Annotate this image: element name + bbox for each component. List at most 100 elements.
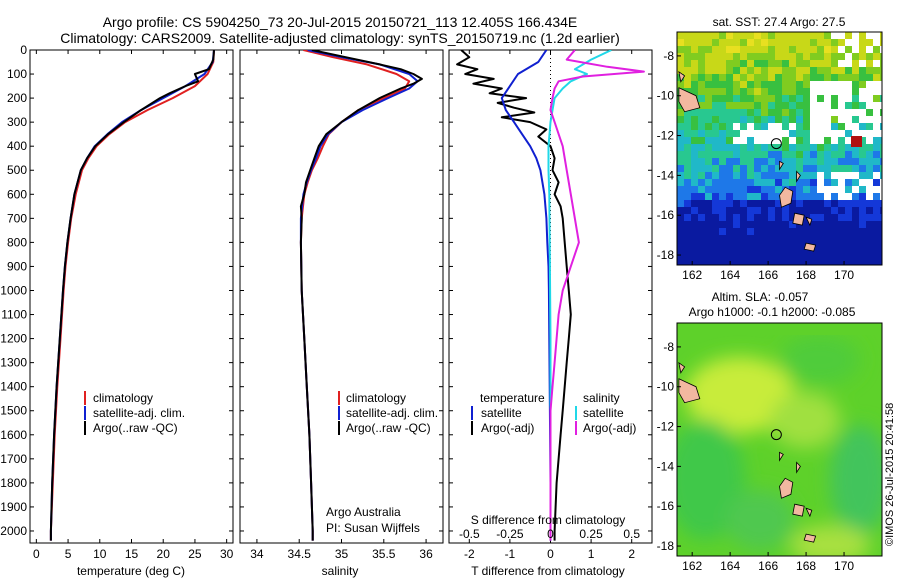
sla-blob	[770, 392, 840, 448]
sst-cell	[705, 102, 712, 109]
sst-cell	[810, 263, 817, 265]
sst-cell	[768, 46, 775, 53]
sst-cell	[719, 67, 726, 74]
sst-cell	[852, 200, 859, 207]
sst-cell	[740, 95, 747, 102]
sst-cell	[740, 53, 747, 60]
sst-cell	[796, 249, 803, 256]
sst-cell	[768, 60, 775, 67]
sst-cell	[698, 39, 705, 46]
sst-cell	[747, 158, 754, 165]
sst-cell	[691, 193, 698, 200]
sst-cell	[824, 263, 831, 265]
sst-cell	[726, 130, 733, 137]
sst-cell	[880, 123, 882, 130]
sst-cell	[873, 67, 880, 74]
sst-cell	[775, 256, 782, 263]
sst-cell	[810, 32, 817, 39]
sst-cell	[740, 165, 747, 172]
sst-cell	[726, 207, 733, 214]
sst-cell	[754, 200, 761, 207]
sst-cell	[740, 81, 747, 88]
map-x-tick-label: 168	[796, 559, 816, 573]
x-tick-label: 34.5	[288, 547, 312, 561]
sst-cell	[684, 207, 691, 214]
sst-cell	[880, 228, 882, 235]
sst-cell	[733, 256, 740, 263]
sst-cell	[831, 116, 838, 123]
sst-cell	[726, 263, 733, 265]
sst-map-title: sat. SST: 27.4 Argo: 27.5	[713, 15, 846, 29]
sst-cell	[684, 179, 691, 186]
sst-cell	[789, 116, 796, 123]
sst-cell	[705, 32, 712, 39]
sst-cell	[824, 137, 831, 144]
sst-cell	[817, 235, 824, 242]
sst-cell	[852, 74, 859, 81]
sst-cell	[726, 235, 733, 242]
sst-cell	[838, 263, 845, 265]
sst-cell	[789, 39, 796, 46]
sst-cell	[789, 214, 796, 221]
sst-cell	[796, 144, 803, 151]
sst-cell	[677, 228, 684, 235]
sst-cell	[796, 193, 803, 200]
sst-cell	[740, 88, 747, 95]
sst-cell	[677, 109, 684, 116]
sst-cell	[831, 200, 838, 207]
sst-cell	[817, 46, 824, 53]
depth-tick-label: 1500	[0, 404, 27, 418]
sst-cell	[677, 186, 684, 193]
x-tick-label: 2	[628, 547, 635, 561]
sst-cell	[726, 144, 733, 151]
sst-cell	[726, 172, 733, 179]
sst-cell	[747, 116, 754, 123]
sst-cell	[677, 214, 684, 221]
sst-cell	[845, 32, 852, 39]
sst-cell	[803, 207, 810, 214]
sst-cell	[768, 263, 775, 265]
sst-cell	[838, 144, 845, 151]
sst-cell	[761, 67, 768, 74]
sst-cell	[845, 263, 852, 265]
sst-cell	[803, 123, 810, 130]
sst-cell	[831, 207, 838, 214]
sst-cell	[824, 32, 831, 39]
sst-cell	[873, 263, 880, 265]
sst-cell	[698, 151, 705, 158]
sst-cell	[691, 39, 698, 46]
sst-cell	[712, 235, 719, 242]
sst-cell	[684, 263, 691, 265]
sst-cell	[740, 172, 747, 179]
sst-cell	[817, 242, 824, 249]
sst-cell	[831, 151, 838, 158]
sst-cell	[859, 193, 866, 200]
sst-cell	[733, 249, 740, 256]
sst-cell	[712, 179, 719, 186]
sst-cell	[824, 179, 831, 186]
sst-cell	[733, 130, 740, 137]
sst-cell	[831, 179, 838, 186]
sst-cell	[831, 242, 838, 249]
sst-cell	[810, 235, 817, 242]
sst-cell	[789, 165, 796, 172]
sst-cell	[740, 214, 747, 221]
sst-cell	[775, 60, 782, 67]
sst-cell	[866, 200, 873, 207]
sst-cell	[691, 116, 698, 123]
x-tick-label: 1	[588, 547, 595, 561]
sst-cell	[747, 88, 754, 95]
map-y-tick-label: -16	[657, 499, 675, 513]
depth-tick-label: 1300	[0, 356, 27, 370]
sst-cell	[754, 102, 761, 109]
sst-cell	[747, 263, 754, 265]
sst-heatmap-cells	[677, 32, 882, 265]
sst-cell	[719, 74, 726, 81]
sst-cell	[852, 242, 859, 249]
sst-cell	[831, 60, 838, 67]
sst-cell	[852, 144, 859, 151]
sst-cell	[782, 109, 789, 116]
sst-cell	[852, 158, 859, 165]
sst-cell	[845, 130, 852, 137]
sst-cell	[698, 102, 705, 109]
